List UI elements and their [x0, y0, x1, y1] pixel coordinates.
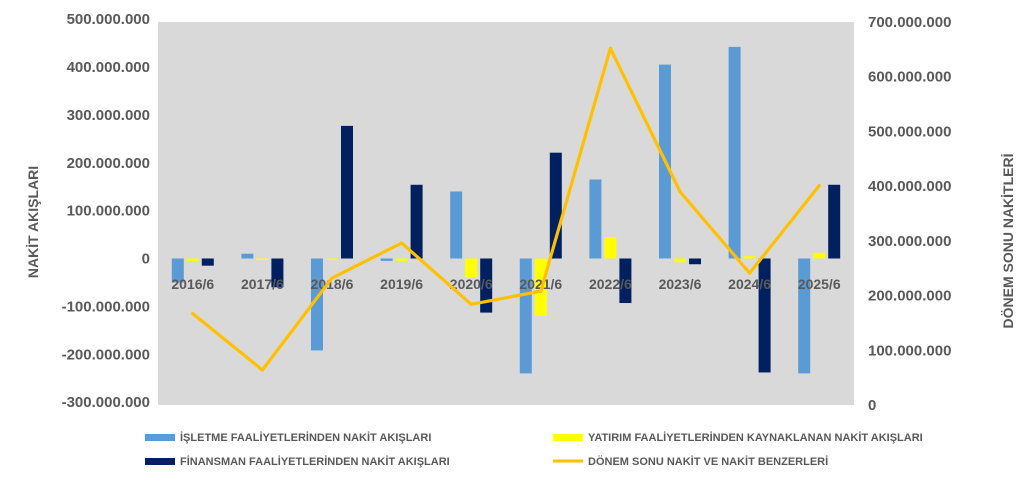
- left-tick-label: 100.000.000: [67, 203, 150, 220]
- left-tick-label: -100.000.000: [62, 298, 150, 315]
- left-tick-label: 0: [142, 251, 150, 268]
- bar-s1-2020/6: [450, 191, 463, 259]
- legend-swatch: [145, 434, 175, 441]
- left-tick-label: -300.000.000: [62, 394, 150, 411]
- right-tick-label: 0: [868, 397, 876, 414]
- bar-s3-2016/6: [201, 258, 214, 266]
- legend-label: İŞLETME FAALİYETLERİNDEN NAKİT AKIŞLARI: [180, 431, 431, 444]
- line-point-2025/6: [817, 183, 821, 188]
- right-tick-label: 400.000.000: [868, 178, 951, 195]
- bar-s3-2023/6: [689, 258, 701, 265]
- line-point-2023/6: [678, 190, 682, 194]
- bar-s1-2025/6: [798, 258, 811, 374]
- bars-layer: [171, 46, 841, 374]
- bar-s3-2020/6: [480, 258, 493, 313]
- legend-label: YATIRIM FAALİYETLERİNDEN KAYNAKLANAN NAK…: [588, 431, 923, 444]
- bar-s1-2019/6: [380, 258, 393, 261]
- legend-swatch: [145, 458, 175, 465]
- right-axis-title: DÖNEM SONU NAKİTLERİ: [1000, 154, 1016, 329]
- line-point-2016/6: [191, 312, 195, 316]
- x-tick-label: 2018/6: [311, 276, 354, 292]
- right-tick-label: 100.000.000: [868, 342, 951, 359]
- line-point-2024/6: [748, 271, 752, 275]
- bar-s1-2022/6: [589, 179, 602, 259]
- line-series: [191, 46, 821, 372]
- x-tick-label: 2020/6: [450, 276, 493, 292]
- bar-s3-2025/6: [828, 184, 841, 259]
- left-tick-label: -200.000.000: [62, 346, 150, 363]
- bar-s1-2018/6: [311, 258, 323, 351]
- line-point-2021/6: [539, 289, 543, 293]
- legend: İŞLETME FAALİYETLERİNDEN NAKİT AKIŞLARI Y…: [145, 431, 923, 468]
- x-tick-label: 2016/6: [171, 276, 214, 292]
- bar-s1-2017/6: [241, 253, 254, 259]
- left-axis-tick-labels: 500.000.000 400.000.000 300.000.000 200.000…: [62, 11, 150, 411]
- right-tick-label: 200.000.000: [868, 288, 951, 305]
- bar-s2-2018/6: [326, 258, 338, 260]
- bar-s3-2024/6: [758, 258, 771, 373]
- bar-s2-2017/6: [256, 258, 269, 260]
- bar-s2-2020/6: [465, 258, 478, 278]
- legend-label: FİNANSMAN FAALİYETLERİNDEN NAKİT AKIŞLAR…: [180, 455, 450, 468]
- x-tick-label: 2022/6: [589, 276, 632, 292]
- left-tick-label: 300.000.000: [67, 107, 150, 124]
- right-tick-label: 600.000.000: [868, 69, 951, 86]
- right-tick-label: 700.000.000: [868, 14, 951, 31]
- x-tick-label: 2025/6: [798, 276, 841, 292]
- x-tick-label: 2021/6: [519, 276, 562, 292]
- line-point-2019/6: [400, 241, 404, 245]
- plot-area: [158, 22, 854, 405]
- line-point-2022/6: [608, 46, 613, 50]
- left-axis-title: NAKİT AKIŞLARI: [25, 166, 41, 278]
- left-tick-label: 200.000.000: [67, 155, 150, 172]
- right-tick-label: 500.000.000: [868, 123, 951, 140]
- bar-s2-2023/6: [674, 258, 686, 263]
- right-axis-tick-labels: 700.000.000 600.000.000 500.000.000 400.000…: [868, 14, 951, 414]
- line-layer: [191, 46, 821, 372]
- x-tick-label: 2017/6: [241, 276, 284, 292]
- x-tick-label: 2023/6: [659, 276, 702, 292]
- right-tick-label: 300.000.000: [868, 233, 951, 250]
- bar-s3-2018/6: [341, 125, 353, 259]
- bar-s2-2016/6: [186, 258, 199, 261]
- bar-s3-2019/6: [410, 184, 423, 259]
- x-tick-labels: 2016/6 2017/6 2018/6 2019/6 2020/6 2021/6 2022…: [171, 276, 840, 292]
- bar-s2-2022/6: [604, 236, 617, 259]
- bar-s3-2022/6: [619, 258, 632, 304]
- x-tick-label: 2024/6: [728, 276, 771, 292]
- legend-label: DÖNEM SONU NAKİT VE NAKİT BENZERLERİ: [588, 455, 828, 468]
- bar-s2-2025/6: [813, 252, 826, 259]
- bar-s3-2017/6: [271, 258, 284, 288]
- left-tick-label: 500.000.000: [67, 11, 150, 28]
- x-tick-label: 2019/6: [380, 276, 423, 292]
- line-point-2020/6: [469, 302, 473, 306]
- legend-swatch: [553, 434, 583, 441]
- bar-s1-2024/6: [728, 46, 741, 259]
- bar-s2-2019/6: [395, 258, 408, 261]
- bar-s2-2024/6: [743, 256, 756, 259]
- line-point-2017/6: [260, 368, 264, 372]
- line-point-2018/6: [330, 276, 334, 280]
- bar-s1-2021/6: [519, 258, 532, 374]
- bar-s1-2016/6: [171, 258, 184, 283]
- left-tick-label: 400.000.000: [67, 59, 150, 76]
